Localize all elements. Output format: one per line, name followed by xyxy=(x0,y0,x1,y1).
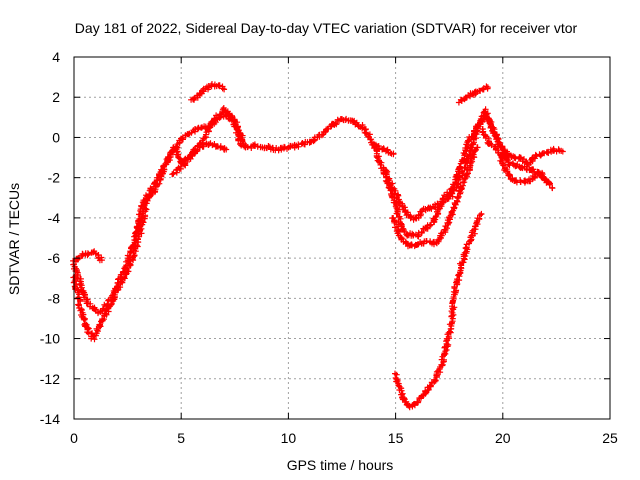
chart-title: Day 181 of 2022, Sidereal Day-to-day VTE… xyxy=(75,20,578,36)
series-track-f xyxy=(382,106,489,223)
plot-frame xyxy=(73,56,611,420)
grid xyxy=(74,57,610,419)
plus-markers xyxy=(483,113,566,168)
plus-markers xyxy=(392,210,485,411)
plus-markers xyxy=(389,144,481,250)
series-track-i xyxy=(392,210,485,411)
series-track-j xyxy=(455,83,491,106)
y-tick-label: 2 xyxy=(52,89,60,105)
plus-markers xyxy=(70,248,105,265)
plus-markers xyxy=(169,140,230,178)
x-tick-label: 20 xyxy=(495,430,511,446)
series-track-b xyxy=(70,105,245,343)
plus-markers xyxy=(371,110,491,240)
data-series xyxy=(70,81,566,411)
plus-markers xyxy=(70,105,245,343)
plus-markers xyxy=(382,106,489,223)
plus-markers xyxy=(188,81,228,103)
series-track-d xyxy=(169,140,230,178)
plus-markers xyxy=(455,83,491,106)
series-track-h xyxy=(389,144,481,250)
y-tick-label: -10 xyxy=(40,331,60,347)
y-tick-label: -8 xyxy=(48,290,61,306)
series-track-m xyxy=(479,126,556,192)
y-tick-label: -12 xyxy=(40,371,60,387)
series-track-g xyxy=(371,110,491,240)
series-track-c xyxy=(70,248,105,265)
y-tick-label: -4 xyxy=(48,210,61,226)
x-tick-label: 10 xyxy=(281,430,297,446)
series-track-e xyxy=(188,81,228,103)
y-tick-label: -14 xyxy=(40,411,60,427)
plus-markers xyxy=(479,126,556,192)
y-axis-title: SDTVAR / TECUs xyxy=(6,183,22,295)
y-tick-label: 4 xyxy=(52,49,60,65)
series-track-l xyxy=(483,113,566,168)
x-tick-label: 15 xyxy=(388,430,404,446)
y-axis: 4 2 0 -2 -4 -6 -8 -10 -12 -14 xyxy=(40,49,610,427)
y-tick-label: -6 xyxy=(48,250,61,266)
y-tick-label: 0 xyxy=(52,129,60,145)
y-tick-label: -2 xyxy=(48,170,61,186)
x-tick-label: 5 xyxy=(177,430,185,446)
x-tick-label: 0 xyxy=(70,430,78,446)
x-axis: 0 5 10 15 20 25 xyxy=(70,57,618,446)
x-axis-title: GPS time / hours xyxy=(287,457,394,473)
x-tick-label: 25 xyxy=(602,430,618,446)
